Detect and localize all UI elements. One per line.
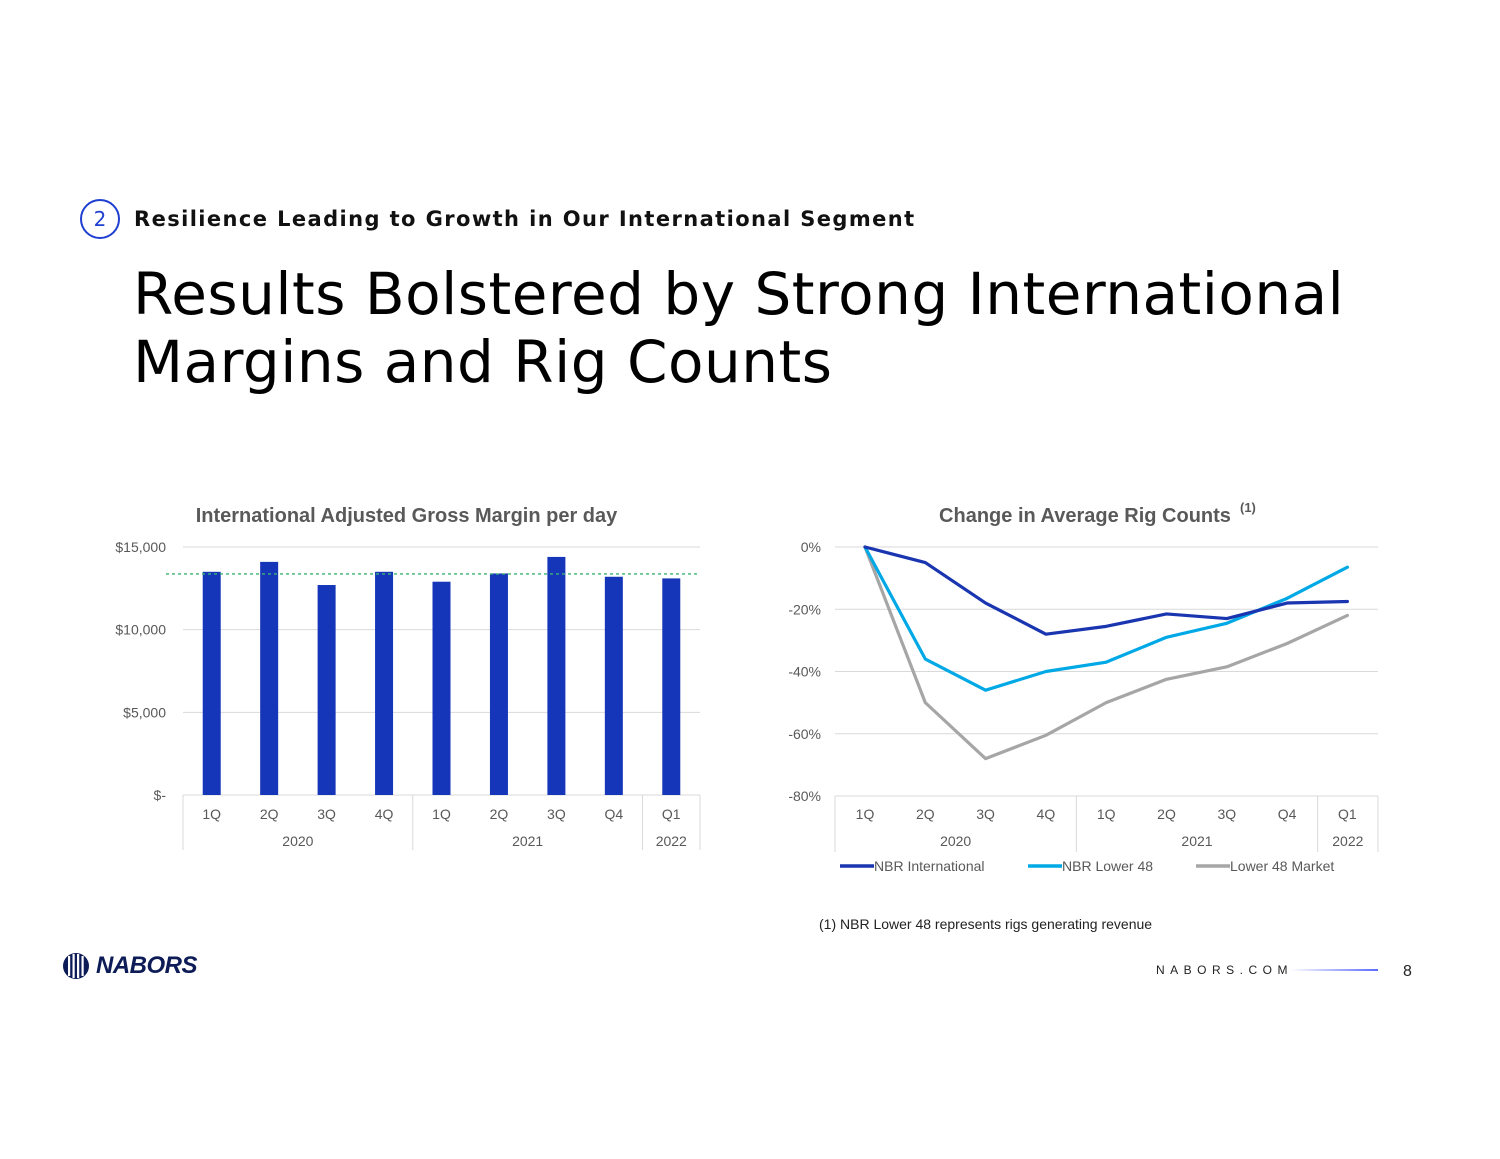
line-chart-title-superscript: (1) xyxy=(1240,500,1256,515)
line-y-tick-label: -40% xyxy=(788,664,821,680)
line-x-tick-label: Q4 xyxy=(1278,806,1297,822)
line-x-tick-label: Q1 xyxy=(1338,806,1357,822)
bar-x-tick-label: Q4 xyxy=(604,806,623,822)
bar xyxy=(662,578,681,795)
bar-x-tick-label: 2Q xyxy=(260,806,279,822)
bar-group-label: 2022 xyxy=(656,833,687,849)
page-number: 8 xyxy=(1403,963,1412,980)
bar-y-tick-label: $- xyxy=(154,787,167,803)
footnote: (1) NBR Lower 48 represents rigs generat… xyxy=(819,916,1153,932)
bar-chart-title: International Adjusted Gross Margin per … xyxy=(196,505,618,527)
line-group-label: 2021 xyxy=(1181,833,1212,849)
bar-x-tick-label: 4Q xyxy=(375,806,394,822)
line-x-tick-label: 1Q xyxy=(1097,806,1116,822)
section-number-badge: 2 xyxy=(80,199,120,239)
bar-y-tick-label: $5,000 xyxy=(123,704,166,720)
bar xyxy=(432,581,451,795)
bar xyxy=(547,556,566,795)
bar-y-tick-label: $15,000 xyxy=(115,539,166,555)
line-group-label: 2020 xyxy=(940,833,971,849)
bar-x-tick-label: 2Q xyxy=(490,806,509,822)
bar xyxy=(260,561,279,795)
section-title: Resilience Leading to Growth in Our Inte… xyxy=(134,207,916,231)
bar xyxy=(489,573,508,795)
nabors-logo: NABORS xyxy=(62,952,198,980)
bar-x-tick-label: 1Q xyxy=(202,806,221,822)
bar xyxy=(375,571,394,795)
line-x-tick-label: 1Q xyxy=(856,806,875,822)
line-x-tick-label: 3Q xyxy=(1217,806,1236,822)
bar xyxy=(317,585,336,795)
bar-group-label: 2021 xyxy=(512,833,543,849)
bar-x-tick-label: 3Q xyxy=(547,806,566,822)
page-title-line-1: Results Bolstered by Strong Internationa… xyxy=(133,260,1345,328)
series-line xyxy=(863,545,1350,636)
section-header: 2 Resilience Leading to Growth in Our In… xyxy=(80,199,916,239)
nabors-logo-icon xyxy=(63,953,89,979)
series-line xyxy=(863,545,1350,761)
line-group-label: 2022 xyxy=(1332,833,1363,849)
legend-label: NBR Lower 48 xyxy=(1062,858,1153,874)
line-y-tick-label: 0% xyxy=(801,539,821,555)
bar-x-tick-label: 3Q xyxy=(317,806,336,822)
line-x-tick-label: 4Q xyxy=(1037,806,1056,822)
bar xyxy=(604,576,623,795)
gross-margin-bar-chart: International Adjusted Gross Margin per … xyxy=(115,505,701,850)
legend-label: Lower 48 Market xyxy=(1230,858,1334,874)
bar-y-tick-label: $10,000 xyxy=(115,622,166,638)
logo-wordmark: NABORS xyxy=(96,952,198,979)
line-y-tick-label: -60% xyxy=(788,726,821,742)
line-y-tick-label: -80% xyxy=(788,788,821,804)
bar-x-tick-label: Q1 xyxy=(662,806,681,822)
website-label: NABORS.COM xyxy=(1156,963,1294,977)
rig-count-line-chart: Change in Average Rig Counts (1) 0% -20% -40… xyxy=(788,500,1379,874)
line-x-tick-label: 2Q xyxy=(1157,806,1176,822)
line-chart-title: Change in Average Rig Counts xyxy=(939,505,1231,527)
line-x-tick-label: 3Q xyxy=(976,806,995,822)
line-x-tick-label: 2Q xyxy=(916,806,935,822)
footer-accent-line xyxy=(1290,969,1378,971)
bar-group-label: 2020 xyxy=(282,833,313,849)
page-title-line-2: Margins and Rig Counts xyxy=(133,328,833,396)
series-line xyxy=(863,545,1350,692)
page-title: Results Bolstered by Strong Internationa… xyxy=(133,260,1383,396)
legend-label: NBR International xyxy=(874,858,985,874)
bar-x-tick-label: 1Q xyxy=(432,806,451,822)
line-y-tick-label: -20% xyxy=(788,601,821,617)
bar xyxy=(202,571,221,795)
